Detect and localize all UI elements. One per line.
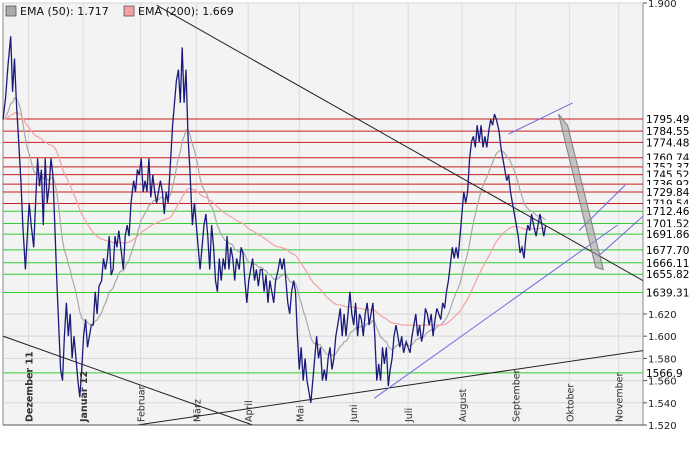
y-tick-label: 1.620	[648, 310, 677, 321]
support-level-label-bg	[644, 285, 692, 300]
ema-lines	[2, 97, 546, 357]
trendline-lower-left	[2, 335, 253, 426]
y-tick-label: 1.540	[648, 399, 677, 410]
month-label: August	[458, 388, 469, 422]
legend: EMA (50): 1.717 EMA (200): 1.669	[5, 5, 234, 18]
legend-swatch	[5, 5, 17, 17]
month-label: April	[244, 400, 255, 422]
month-label: November	[615, 372, 626, 422]
price-line	[2, 36, 547, 403]
month-label: September	[512, 369, 523, 422]
legend-label: EMA (50): 1.717	[20, 5, 109, 18]
support-level-label: 1655.82	[646, 269, 689, 281]
legend-swatch	[123, 5, 135, 17]
trendline-short-bottom	[597, 215, 644, 257]
trend-lines	[2, 4, 644, 426]
y-tick-label: 1.560	[648, 377, 677, 388]
support-level-label: 1666.11	[646, 258, 689, 270]
trendline-channel-top	[508, 102, 573, 135]
support-level-label: 1566.9	[646, 368, 683, 380]
resistance-level-label: 1784.55	[646, 126, 689, 138]
support-level-label-bg	[644, 216, 692, 231]
month-label: Oktober	[565, 384, 576, 422]
resistance-level-label: 1729.84	[646, 187, 690, 199]
x-axis: Dezember 11 Januar 12 Februar März April Mai J…	[25, 351, 626, 423]
support-level-label-bg	[644, 255, 692, 270]
month-label: Februar	[137, 385, 148, 422]
support-level-label-bg	[644, 267, 692, 282]
resistance-level-label: 1774.48	[646, 137, 689, 149]
resistance-level-label-bg	[644, 135, 692, 150]
y-tick-label: 1.600	[648, 332, 677, 343]
trendline-long-support	[137, 350, 644, 426]
y-axis: 1.900 1.620 1.600 1.580 1.560 1.540 1.520	[3, 0, 677, 432]
month-label: Juli	[404, 408, 415, 423]
ema-50-line	[2, 97, 546, 357]
month-label: März	[192, 399, 203, 422]
ema-200-line	[2, 111, 546, 326]
y-tick-label: 1.580	[648, 354, 677, 365]
support-level-label-bg	[644, 227, 692, 242]
price-series	[2, 36, 547, 403]
month-label: Mai	[295, 405, 306, 422]
trendline-long-resistance	[156, 4, 644, 282]
support-level-label-bg	[644, 365, 692, 380]
resistance-level-label-bg	[644, 112, 692, 127]
resistance-level-label: 1795.49	[646, 114, 689, 126]
y-tick-label: 1.520	[648, 421, 677, 432]
support-level-label-bg	[644, 204, 692, 219]
support-level-label-bg	[644, 242, 692, 257]
highlight-channel	[558, 113, 604, 271]
support-level-label: 1712.46	[646, 206, 690, 218]
month-label: Januar 12	[79, 371, 90, 423]
support-level-label: 1691.86	[646, 229, 690, 241]
trendline-rising-support	[373, 224, 618, 399]
resistance-level-label-bg	[644, 185, 692, 200]
y-tick-label: 1.900	[648, 0, 677, 10]
support-level-label: 1677.70	[646, 245, 689, 257]
plot-area	[2, 2, 644, 426]
month-label: Dezember 11	[25, 351, 36, 422]
resistance-level-label-bg	[644, 124, 692, 139]
legend-label: EMA (200): 1.669	[138, 5, 234, 18]
month-label: Juni	[349, 405, 360, 423]
support-level-label: 1639.31	[646, 288, 689, 300]
